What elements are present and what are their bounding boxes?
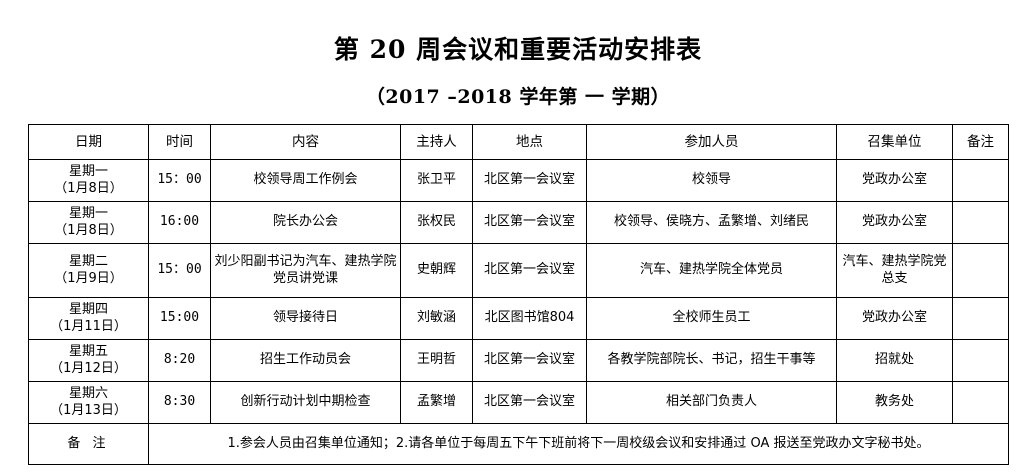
table-row: 星期四 （1月11日） 15:00 领导接待日 刘敏涵 北区图书馆804 全校师… (28, 297, 1009, 340)
cell-content: 院长办公会 (210, 201, 401, 244)
cell-host: 张权民 (400, 201, 473, 244)
cell-organizer: 汽车、建热学院党总支 (836, 243, 953, 298)
cell-time: 15：00 (148, 159, 211, 202)
cell-date: 星期五 （1月12日） (28, 339, 149, 382)
cell-weekday: 星期二 (68, 254, 108, 270)
cell-remark (952, 339, 1009, 382)
cell-time: 8:20 (148, 339, 211, 382)
cell-organizer: 党政办公室 (836, 297, 953, 340)
cell-remark (952, 159, 1009, 202)
cell-time: 15：00 (148, 243, 211, 298)
cell-content: 刘少阳副书记为汽车、建热学院党员讲党课 (210, 243, 401, 298)
column-header-place: 地点 (472, 124, 587, 160)
cell-datetext: （1月11日） (50, 318, 127, 334)
cell-date: 星期一 （1月8日） (28, 201, 149, 244)
cell-datetext: （1月13日） (50, 402, 127, 418)
cell-content: 招生工作动员会 (210, 339, 401, 382)
cell-content: 创新行动计划中期检查 (210, 381, 401, 424)
schedule-table: 日期 时间 内容 主持人 地点 参加人员 召集单位 备注 星期一 （1月8日） … (28, 124, 1009, 465)
cell-date: 星期六 （1月13日） (28, 381, 149, 424)
column-header-time: 时间 (148, 124, 211, 160)
cell-remark (952, 381, 1009, 424)
cell-weekday: 星期一 (68, 206, 108, 222)
cell-attendees: 各教学院部院长、书记，招生干事等 (586, 339, 837, 382)
column-header-remark: 备注 (952, 124, 1009, 160)
footer-remark-label: 备 注 (28, 423, 149, 465)
table-row: 星期一 （1月8日） 15：00 校领导周工作例会 张卫平 北区第一会议室 校领… (28, 159, 1009, 202)
cell-host: 刘敏涵 (400, 297, 473, 340)
cell-time: 15:00 (148, 297, 211, 340)
column-header-attendees: 参加人员 (586, 124, 837, 160)
column-header-date: 日期 (28, 124, 149, 160)
cell-remark (952, 297, 1009, 340)
cell-organizer: 党政办公室 (836, 201, 953, 244)
cell-remark (952, 243, 1009, 298)
title-block: 第 20 周会议和重要活动安排表 （2017 –2018 学年第 一 学期） (0, 0, 1036, 109)
cell-organizer: 教务处 (836, 381, 953, 424)
cell-weekday: 星期六 (68, 386, 108, 402)
cell-date: 星期四 （1月11日） (28, 297, 149, 340)
cell-place: 北区第一会议室 (472, 339, 587, 382)
cell-attendees: 校领导 (586, 159, 837, 202)
cell-organizer: 招就处 (836, 339, 953, 382)
cell-content: 领导接待日 (210, 297, 401, 340)
cell-weekday: 星期四 (68, 302, 108, 318)
cell-attendees: 相关部门负责人 (586, 381, 837, 424)
schedule-table-container: 日期 时间 内容 主持人 地点 参加人员 召集单位 备注 星期一 （1月8日） … (28, 124, 1009, 465)
table-row: 星期一 （1月8日） 16:00 院长办公会 张权民 北区第一会议室 校领导、侯… (28, 201, 1009, 244)
cell-attendees: 汽车、建热学院全体党员 (586, 243, 837, 298)
cell-weekday: 星期五 (68, 344, 108, 360)
cell-attendees: 校领导、侯晓方、孟繁增、刘绪民 (586, 201, 837, 244)
table-row: 星期二 （1月9日） 15：00 刘少阳副书记为汽车、建热学院党员讲党课 史朝辉… (28, 243, 1009, 298)
cell-date: 星期一 （1月8日） (28, 159, 149, 202)
table-row: 星期六 （1月13日） 8:30 创新行动计划中期检查 孟繁增 北区第一会议室 … (28, 381, 1009, 424)
page-subtitle: （2017 –2018 学年第 一 学期） (365, 85, 671, 108)
column-header-organizer: 召集单位 (836, 124, 953, 160)
column-header-content: 内容 (210, 124, 401, 160)
table-row: 星期五 （1月12日） 8:20 招生工作动员会 王明哲 北区第一会议室 各教学… (28, 339, 1009, 382)
cell-organizer: 党政办公室 (836, 159, 953, 202)
cell-datetext: （1月8日） (54, 180, 123, 196)
cell-host: 孟繁增 (400, 381, 473, 424)
cell-datetext: （1月12日） (50, 360, 127, 376)
cell-place: 北区第一会议室 (472, 159, 587, 202)
cell-time: 16:00 (148, 201, 211, 244)
footer-remark-note: 1.参会人员由召集单位通知；2.请各单位于每周五下午下班前将下一周校级会议和安排… (148, 423, 1009, 465)
cell-host: 张卫平 (400, 159, 473, 202)
cell-datetext: （1月8日） (54, 222, 123, 238)
cell-time: 8:30 (148, 381, 211, 424)
cell-date: 星期二 （1月9日） (28, 243, 149, 298)
cell-host: 王明哲 (400, 339, 473, 382)
cell-datetext: （1月9日） (54, 270, 123, 286)
cell-place: 北区第一会议室 (472, 243, 587, 298)
table-footer-row: 备 注 1.参会人员由召集单位通知；2.请各单位于每周五下午下班前将下一周校级会… (28, 423, 1009, 465)
cell-remark (952, 201, 1009, 244)
cell-attendees: 全校师生员工 (586, 297, 837, 340)
cell-host: 史朝辉 (400, 243, 473, 298)
cell-place: 北区第一会议室 (472, 381, 587, 424)
cell-place: 北区第一会议室 (472, 201, 587, 244)
cell-content: 校领导周工作例会 (210, 159, 401, 202)
column-header-host: 主持人 (400, 124, 473, 160)
table-header-row: 日期 时间 内容 主持人 地点 参加人员 召集单位 备注 (28, 124, 1009, 160)
cell-weekday: 星期一 (68, 164, 108, 180)
cell-place: 北区图书馆804 (472, 297, 587, 340)
page-title: 第 20 周会议和重要活动安排表 (333, 35, 703, 64)
